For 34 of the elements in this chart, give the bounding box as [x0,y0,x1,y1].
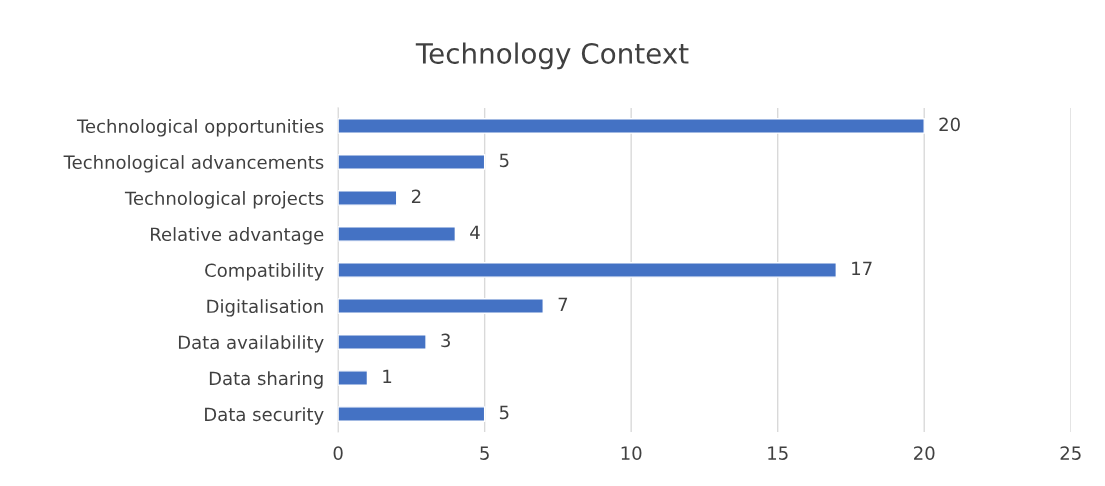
y-tick-label: Data sharing [209,371,323,389]
chart-title: Technology Context [415,42,689,70]
x-tick-label: 20 [914,446,935,460]
bar [338,226,457,242]
data-label: 17 [852,261,872,275]
x-tick-label: 5 [480,446,489,460]
y-tick-label: Data security [205,407,324,425]
data-label: 5 [499,153,509,168]
data-label: 20 [939,117,960,132]
bar [338,190,398,206]
bar [338,262,838,278]
x-tick-label: 10 [621,446,642,460]
data-label: 5 [499,405,509,420]
y-tick-label: Technological opportunities [76,119,324,137]
y-tick-label: Technological projects [124,191,324,209]
data-label: 3 [441,333,450,348]
y-tick-label: Data availability [178,335,324,353]
y-tick-label: Relative advantage [151,227,324,245]
bar [338,406,486,422]
bar [338,298,544,314]
y-tick-label: Compatibility [205,263,324,281]
y-tick-label: Technological advancements [63,155,324,173]
bar [338,154,486,170]
data-label: 4 [470,225,480,239]
data-label: 7 [558,297,568,311]
bar [338,118,925,134]
y-tick-label: Digitalisation [207,299,323,317]
data-label: 2 [411,189,421,203]
bar [338,334,427,350]
x-tick-label: 0 [333,446,343,460]
x-tick-label: 25 [1060,446,1081,460]
x-tick-label: 15 [768,446,788,460]
data-label: 1 [383,369,392,384]
bar [338,370,369,386]
